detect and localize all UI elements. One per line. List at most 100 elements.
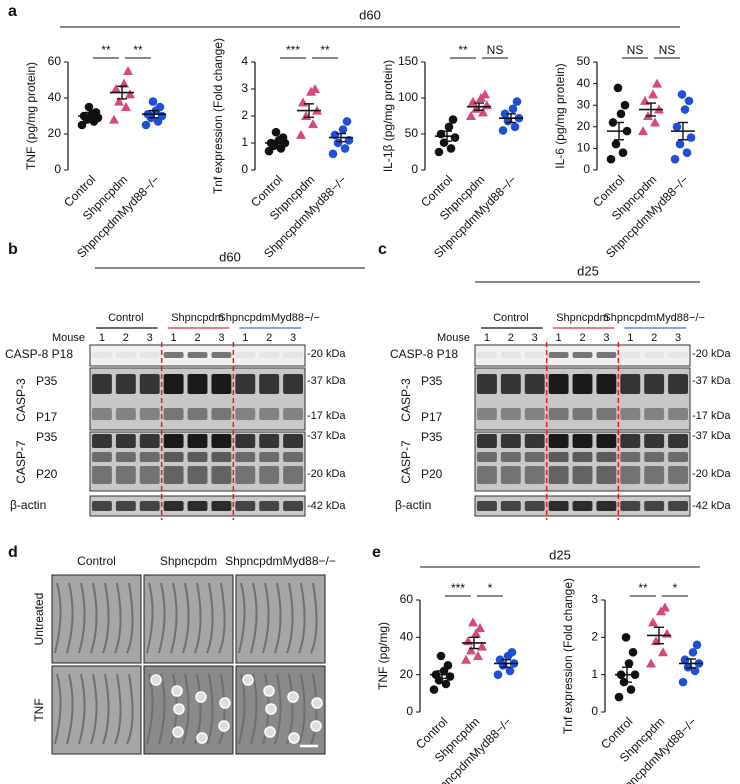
point	[660, 602, 670, 612]
band	[115, 374, 136, 394]
band	[163, 452, 184, 462]
point	[690, 666, 700, 676]
band	[668, 408, 688, 420]
group-label: Control	[493, 312, 528, 324]
cell-texture	[66, 673, 74, 745]
band	[139, 434, 160, 448]
point	[624, 659, 634, 668]
row-label: P20	[421, 467, 443, 481]
point	[680, 105, 690, 114]
point	[500, 109, 510, 119]
band	[477, 352, 497, 358]
row-label: P20	[36, 467, 58, 481]
band	[92, 408, 112, 420]
panel-header: d60	[359, 7, 381, 22]
cell-texture	[90, 582, 98, 654]
cell-texture	[146, 582, 154, 654]
band	[548, 501, 569, 511]
band	[283, 501, 303, 511]
point	[507, 647, 517, 657]
band	[668, 466, 688, 484]
significance-label: **	[458, 43, 468, 57]
point	[682, 148, 692, 158]
band	[163, 501, 184, 511]
lane-number: 3	[603, 332, 609, 344]
row-label: TNF	[32, 698, 46, 721]
band	[524, 466, 545, 484]
point	[672, 122, 682, 132]
point	[670, 154, 680, 164]
point	[155, 102, 165, 112]
point	[123, 66, 133, 75]
round-cell	[311, 697, 323, 709]
y-tick-label: 20	[400, 667, 414, 681]
point	[264, 146, 274, 156]
panel-label: c	[378, 241, 387, 258]
significance-label: *	[488, 581, 493, 595]
cell-texture	[170, 582, 178, 654]
band	[235, 408, 256, 420]
y-tick-label: 20	[48, 126, 62, 140]
band	[500, 352, 521, 358]
band	[187, 466, 208, 484]
cell-texture	[54, 582, 62, 654]
band	[163, 352, 184, 358]
band	[163, 466, 184, 484]
band	[524, 452, 545, 462]
band	[187, 374, 208, 394]
y-tick-label: 50	[577, 54, 591, 68]
band	[163, 408, 184, 420]
size-marker: -37 kDa	[692, 375, 731, 387]
band	[235, 352, 256, 358]
band	[668, 501, 688, 511]
round-cell	[265, 703, 277, 715]
y-tick-label: 0	[583, 162, 590, 176]
band	[211, 466, 232, 484]
cell-texture	[250, 582, 258, 654]
lane-number: 1	[171, 332, 177, 344]
point	[477, 641, 487, 651]
column-label: ShpncpdmMyd88−/−	[225, 554, 336, 568]
band	[283, 374, 303, 394]
y-tick-label: 40	[400, 630, 414, 644]
band	[139, 352, 160, 358]
cell-texture	[114, 673, 122, 745]
column-label: Control	[77, 554, 116, 568]
lane-number: 1	[242, 332, 248, 344]
y-tick-label: 1	[591, 667, 598, 681]
panel-label: b	[8, 241, 18, 258]
band	[620, 434, 641, 448]
cell-texture	[298, 673, 306, 745]
point	[683, 662, 693, 672]
band	[92, 434, 112, 448]
band	[644, 408, 665, 420]
point	[441, 679, 451, 689]
panel-label: d	[8, 544, 18, 561]
band	[668, 374, 688, 394]
band	[548, 434, 569, 448]
y-axis-label: IL-6 (pg/mg protein)	[553, 63, 567, 168]
panel-label: e	[372, 544, 381, 561]
band	[187, 408, 208, 420]
band	[500, 452, 521, 462]
group-label: ShpncpdmMyd88−/−	[603, 312, 705, 324]
band	[620, 408, 641, 420]
band	[477, 452, 497, 462]
round-cell	[242, 674, 254, 686]
band	[211, 434, 232, 448]
point	[306, 86, 316, 96]
cell-texture	[182, 582, 190, 654]
panel-label: a	[8, 3, 17, 20]
band	[187, 452, 208, 462]
round-cell	[264, 726, 276, 738]
point	[628, 647, 638, 657]
round-cell	[150, 674, 162, 686]
band	[283, 466, 303, 484]
band	[92, 452, 112, 462]
point	[84, 102, 94, 112]
cell-texture	[286, 582, 294, 654]
band	[572, 374, 593, 394]
point	[448, 115, 458, 124]
y-axis-label: TNF (pg/mg)	[376, 622, 390, 690]
